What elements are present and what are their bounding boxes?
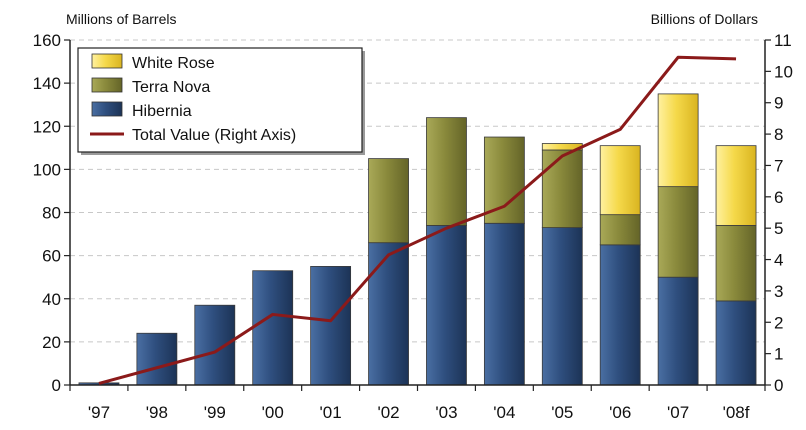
bar-hibernia [194, 304, 236, 386]
x-tick-label: '98 [146, 403, 168, 422]
bar-white-rose [715, 145, 757, 226]
bar-hibernia [657, 276, 699, 386]
x-tick-label: '06 [609, 403, 631, 422]
left-tick-label: 100 [33, 160, 61, 179]
x-tick-label: '99 [204, 403, 226, 422]
right-axis-label: Billions of Dollars [651, 11, 758, 27]
left-tick-label: 80 [42, 204, 61, 223]
right-tick-label: 9 [774, 94, 783, 113]
bar-terra-nova [541, 149, 583, 228]
x-tick-label: '97 [88, 403, 110, 422]
left-tick-label: 120 [33, 117, 61, 136]
left-tick-label: 60 [42, 247, 61, 266]
x-tick-label: '03 [435, 403, 457, 422]
x-tick-label: '05 [551, 403, 573, 422]
right-tick-label: 2 [774, 313, 783, 332]
line-series [98, 55, 737, 385]
legend-label: Hibernia [132, 103, 192, 120]
grid [70, 39, 765, 343]
bar-hibernia [483, 222, 525, 386]
right-tick-label: 1 [774, 345, 783, 364]
bar-hibernia [136, 332, 178, 386]
bar-terra-nova [483, 136, 525, 224]
bar-hibernia [368, 242, 409, 386]
legend-label: Terra Nova [132, 79, 210, 96]
x-tick-label: '01 [320, 403, 342, 422]
bar-white-rose [599, 145, 641, 216]
bar-terra-nova [657, 186, 699, 278]
bar-hibernia [541, 227, 583, 386]
legend-label: Total Value (Right Axis) [132, 127, 296, 144]
legend-box [77, 47, 363, 153]
x-tick-label: '00 [262, 403, 284, 422]
right-tick-label: 7 [774, 156, 783, 175]
legend-swatch [91, 53, 123, 69]
right-tick-label: 0 [774, 376, 783, 395]
x-tick-label: '02 [377, 403, 399, 422]
left-tick-label: 140 [33, 74, 61, 93]
x-tick-label: '07 [667, 403, 689, 422]
bar-white-rose [657, 93, 699, 188]
bar-terra-nova [368, 158, 409, 244]
right-tick-label: 8 [774, 125, 783, 144]
left-tick-label: 20 [42, 333, 61, 352]
bar-hibernia [252, 270, 294, 386]
line-total-value [98, 55, 737, 385]
left-tick-label: 0 [52, 376, 61, 395]
legend-label: White Rose [132, 55, 215, 72]
x-tick-label: '04 [493, 403, 515, 422]
bar-hibernia [426, 225, 467, 386]
right-tick-label: 3 [774, 282, 783, 301]
bar-terra-nova [426, 117, 467, 226]
right-tick-label: 11 [774, 31, 792, 50]
right-tick-label: 5 [774, 219, 783, 238]
bar-hibernia [715, 300, 757, 386]
legend-swatch [91, 77, 123, 93]
right-tick-label: 10 [774, 62, 793, 81]
bar-terra-nova [599, 214, 641, 246]
left-tick-label: 40 [42, 290, 61, 309]
right-tick-label: 6 [774, 188, 783, 207]
right-tick-label: 4 [774, 251, 783, 270]
bar-hibernia [310, 266, 352, 386]
bar-terra-nova [715, 225, 757, 302]
legend: White Rose Terra Nova Hibernia Total Value … [77, 47, 365, 155]
axes: 0 20 40 60 80 100 120 140 160 0 1 2 3 4 5 6 7 8 9 10 11 '97 '9… [33, 31, 793, 422]
left-axis-label: Millions of Barrels [66, 11, 176, 27]
left-tick-label: 160 [33, 31, 61, 50]
x-tick-label: '08f [723, 403, 750, 422]
bar-hibernia [599, 244, 641, 386]
legend-swatch [91, 101, 123, 117]
